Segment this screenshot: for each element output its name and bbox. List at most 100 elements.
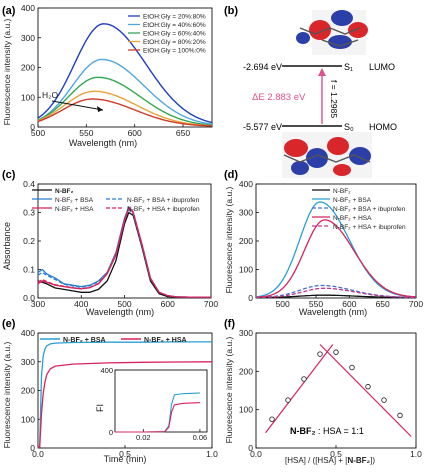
legend-label-a: EtOH:Gly = 20%:80% xyxy=(143,14,206,21)
series-line-a xyxy=(37,98,213,127)
axis-y-label-c: Absorbance xyxy=(2,222,12,270)
homo-orbital-label: HOMO xyxy=(369,122,397,132)
x-tick-label: 600 xyxy=(342,299,356,309)
y-tick-label: 0.2 xyxy=(23,236,35,246)
oscillator-strength-label: f = 1.2985 xyxy=(329,80,339,118)
panel-label-a: (a) xyxy=(2,5,16,17)
y-tick-label: 0.3 xyxy=(23,208,35,218)
x-tick-label: 650 xyxy=(376,299,390,309)
lumo-orbital-label: LUMO xyxy=(369,62,395,72)
series-line-d xyxy=(256,287,416,299)
axis-y-label-e: Fluorescence intensity (a.u.) xyxy=(2,341,12,448)
lumo-lobe xyxy=(296,32,310,44)
legend-label-a: EtOH:Gly = 60%:40% xyxy=(143,31,206,38)
data-point-f xyxy=(381,397,387,403)
homo-lobe xyxy=(327,137,349,155)
data-point-f xyxy=(333,349,339,355)
legend-label-a: EtOH:Gly = 40%:60% xyxy=(143,22,206,29)
axis-x-label-c: Wavelength (nm) xyxy=(86,307,154,317)
homo-state-label: S₀ xyxy=(344,122,354,132)
x-tick-label: 1.0 xyxy=(206,449,218,459)
series-line-e xyxy=(37,361,213,449)
panel-d: (d) 500 550 600 650 700 0 100 200 300 400 Wavelen… xyxy=(224,169,423,317)
legend-label-a: EtOH:Gly = 100%:0% xyxy=(143,48,206,55)
axis-x-label-f-part: ]) xyxy=(370,456,375,465)
y-tick-label: 300 xyxy=(21,357,35,367)
inset-series-line-e xyxy=(115,402,200,433)
y-tick-label: 300 xyxy=(239,208,253,218)
y-tick-label: 0 xyxy=(248,443,253,453)
inset-x-tick-label: 0.06 xyxy=(193,433,208,442)
homo-lobe xyxy=(284,139,308,157)
data-point-f xyxy=(365,383,371,390)
series-line-d xyxy=(256,294,416,299)
panel-c: (c) 300 400 500 600 700 0.0 0.1 0.2 0.3 0.4 Wavel… xyxy=(2,169,218,317)
data-point-f xyxy=(397,412,403,419)
legend-c: N-BF₂ N-BF₂ + BSA N-BF₂ + BSA + ibuprofe… xyxy=(32,188,200,213)
legend-label-d: N-BF₂ + BSA + ibuprofen xyxy=(333,206,406,213)
axis-x-label-d: Wavelength (nm) xyxy=(299,307,367,317)
y-tick-label: 100 xyxy=(21,414,35,424)
y-tick-label: 300 xyxy=(21,33,35,43)
panel-f: (f) 0.0 0.5 1.0 0 100 200 300 [HSA] / ([HSA] +… xyxy=(224,318,422,465)
legend-label-c: N-BF₂ + HSA + ibuprofen xyxy=(127,206,200,213)
lumo-orbital-image xyxy=(296,10,368,55)
legend-label-d: N-BF₂ xyxy=(333,188,351,195)
x-tick-label: 550 xyxy=(309,299,323,309)
x-tick-label: 700 xyxy=(409,299,423,309)
panel-label-d: (d) xyxy=(224,169,238,181)
annotation-h2o-a: H₂O xyxy=(42,90,58,100)
panel-label-b: (b) xyxy=(224,5,238,17)
x-tick-label: 500 xyxy=(31,128,45,138)
plot-c: 300 400 500 600 700 0.0 0.1 0.2 0.3 0.4 xyxy=(23,179,218,309)
x-tick-label: 700 xyxy=(204,299,218,309)
axis-x-label-f-part: [HSA] / ([HSA] + [ xyxy=(285,456,348,465)
x-tick-label: 500 xyxy=(117,299,131,309)
y-tick-label: 0.0 xyxy=(23,293,35,303)
x-tick-label: 0.5 xyxy=(119,449,131,459)
annotation-ratio-part: N-BF₂ xyxy=(290,426,316,436)
series-line-a xyxy=(37,58,213,125)
lumo-state-label: S₁ xyxy=(344,62,353,72)
legend-label-d: N-BF₂ + BSA xyxy=(333,197,372,204)
transition-arrowhead xyxy=(318,68,326,76)
panel-label-f: (f) xyxy=(224,318,235,330)
x-tick-label: 0.0 xyxy=(32,449,44,459)
panel-a: (a) 500 550 600 650 0 100 200 300 400 EtOH:Gly = … xyxy=(2,3,213,148)
y-tick-label: 400 xyxy=(21,328,35,338)
y-tick-label: 300 xyxy=(239,328,253,338)
y-tick-label: 0 xyxy=(30,122,35,132)
series-line-a xyxy=(37,23,213,124)
x-tick-label: 0.0 xyxy=(250,449,262,459)
plot-e: 0.0 0.5 1.0 0 100 200 300 400 xyxy=(21,328,218,459)
y-tick-label: 100 xyxy=(239,405,253,415)
plot-e-inset: 0.02 0.06 0 400 xyxy=(100,366,208,442)
legend-label-c: N-BF₂ xyxy=(55,188,74,195)
lumo-lobe xyxy=(331,10,353,26)
x-tick-label: 600 xyxy=(161,299,175,309)
axis-y-label-a: Fluorescence intensity (a.u.) xyxy=(2,18,12,125)
fit-line-f xyxy=(265,344,334,434)
homo-lobe xyxy=(291,161,309,175)
axis-x-label-a: Wavelength (nm) xyxy=(69,138,137,148)
legend-d: N-BF₂ N-BF₂ + BSA N-BF₂ + BSA + ibuprofe… xyxy=(312,188,406,231)
data-point-f xyxy=(317,351,323,357)
legend-label-a: EtOH:Gly = 80%:20% xyxy=(143,39,206,46)
y-tick-label: 0 xyxy=(30,443,35,453)
x-tick-label: 550 xyxy=(79,128,93,138)
homo-energy-label: -5.577 eV xyxy=(243,122,282,132)
homo-orbital-image xyxy=(282,132,372,178)
legend-label-c: N-BF₂ + HSA xyxy=(55,206,94,213)
series-line-c xyxy=(37,211,211,299)
series-line-d xyxy=(255,219,417,298)
x-tick-label: 600 xyxy=(128,128,142,138)
axis-y-label-d: Fluorescence intensity (a.u.) xyxy=(224,186,234,293)
inset-x-tick-label: 0.02 xyxy=(136,433,151,442)
lumo-lobe xyxy=(309,20,331,40)
x-tick-label: 400 xyxy=(74,299,88,309)
y-tick-label: 400 xyxy=(239,179,253,189)
delta-e-label: ΔE 2.883 eV xyxy=(252,92,306,103)
data-point-f xyxy=(349,364,355,371)
y-tick-label: 200 xyxy=(239,236,253,246)
legend-label-e: N-BF₂ + HSA xyxy=(144,337,187,344)
